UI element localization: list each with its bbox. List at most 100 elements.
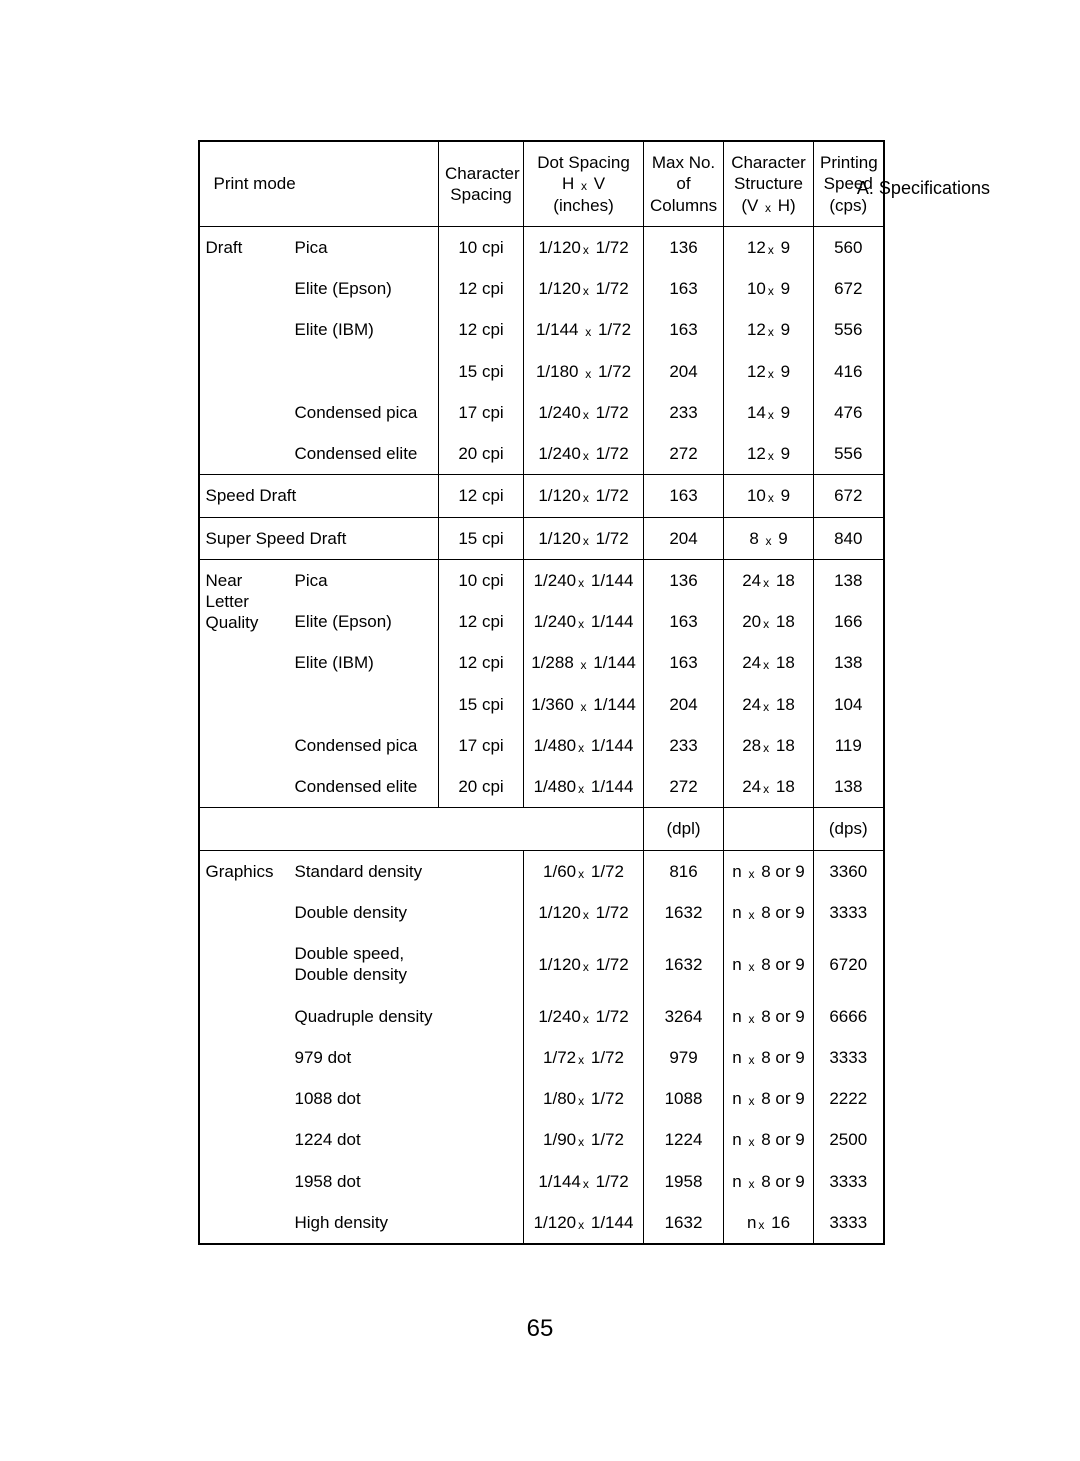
- cell-dots: 1/240x 1/72: [524, 392, 644, 433]
- units-dpl: (dpl): [644, 808, 724, 850]
- cell-sub: Pica: [289, 559, 439, 601]
- cell-sub: Elite (Epson): [289, 601, 439, 642]
- cell-dots: 1/120x 1/72: [524, 475, 644, 517]
- cell-cols: 204: [644, 351, 724, 392]
- th-dot-spacing: Dot Spacing H x V (inches): [524, 141, 644, 226]
- cell-dots: 1/80x 1/72: [524, 1078, 644, 1119]
- struct-x: x: [747, 1135, 757, 1149]
- cell-sub: High density: [289, 1202, 524, 1244]
- dot-h: 1/72: [543, 1048, 576, 1067]
- cell-sub: Standard density: [289, 850, 524, 892]
- row-nlq-3: 15 cpi 1/360 x 1/144 204 24x 18 104: [199, 684, 884, 725]
- cell-speed: 3333: [814, 1202, 884, 1244]
- struct-v: n: [732, 1172, 741, 1191]
- struct-v: 24: [742, 653, 761, 672]
- row-nlq-2: Elite (IBM) 12 cpi 1/288 x 1/144 163 24x…: [199, 642, 884, 683]
- dot-x: x: [576, 1053, 586, 1067]
- cell-dots: 1/120x 1/72: [524, 933, 644, 996]
- cell-dots: 1/240x 1/144: [524, 559, 644, 601]
- dot-v: 1/72: [591, 1089, 624, 1108]
- dot-v: 1/72: [596, 1007, 629, 1026]
- cell-speed: 138: [814, 559, 884, 601]
- struct-v: 12: [747, 320, 766, 339]
- cell-struct: 12x 9: [724, 351, 814, 392]
- dot-v: 1/144: [593, 653, 636, 672]
- th-max-cols: Max No. of Columns: [644, 141, 724, 226]
- dot-v: 1/72: [596, 444, 629, 463]
- cell-cols: 816: [644, 850, 724, 892]
- cell-sub: Double speed, Double density: [289, 933, 524, 996]
- cell-cpi: 15 cpi: [439, 517, 524, 559]
- nlq-l1: Near: [206, 571, 243, 590]
- cell-sub: Pica: [289, 226, 439, 268]
- row-gfx-4: 979 dot 1/72x 1/72 979 n x 8 or 9 3333: [199, 1037, 884, 1078]
- struct-h: 8 or 9: [761, 1172, 804, 1191]
- mode-graphics: Graphics: [199, 850, 289, 1244]
- cell-struct: n x 8 or 9: [724, 996, 814, 1037]
- cell-sub: Condensed pica: [289, 392, 439, 433]
- struct-v: 20: [742, 612, 761, 631]
- cell-speed: 6720: [814, 933, 884, 996]
- cell-cpi: 17 cpi: [439, 725, 524, 766]
- struct-v: 14: [747, 403, 766, 422]
- dot-x: x: [581, 1177, 591, 1191]
- nlq-l2: Letter: [206, 592, 249, 611]
- dot-v: 1/72: [596, 1172, 629, 1191]
- cell-speed: 104: [814, 684, 884, 725]
- struct-h: 18: [776, 571, 795, 590]
- dot-h: 1/240: [534, 571, 577, 590]
- dot-x: x: [581, 449, 591, 463]
- struct-h: 8 or 9: [761, 862, 804, 881]
- cell-struct: 10x 9: [724, 475, 814, 517]
- cell-sub: Double density: [289, 892, 524, 933]
- mode-draft: Draft: [199, 226, 289, 475]
- cell-speed: 672: [814, 268, 884, 309]
- spec-table-wrap: Print mode Character Spacing Dot Spacing…: [198, 140, 883, 1245]
- spec-table: Print mode Character Spacing Dot Spacing…: [198, 140, 885, 1245]
- struct-x: x: [764, 534, 774, 548]
- cell-struct: 12x 9: [724, 309, 814, 350]
- struct-x: x: [766, 325, 776, 339]
- struct-x: x: [766, 449, 776, 463]
- struct-x: x: [761, 700, 771, 714]
- cell-speed: 556: [814, 309, 884, 350]
- struct-x: x: [747, 1053, 757, 1067]
- row-draft-5: Condensed elite 20 cpi 1/240x 1/72 272 1…: [199, 433, 884, 475]
- dot-v: 1/144: [591, 1213, 634, 1232]
- dot-v: 1/72: [591, 1130, 624, 1149]
- nlq-l3: Quality: [206, 613, 259, 632]
- dot-x: x: [581, 1012, 591, 1026]
- cell-cols: 979: [644, 1037, 724, 1078]
- row-gfx-7: 1958 dot 1/144x 1/72 1958 n x 8 or 9 333…: [199, 1161, 884, 1202]
- struct-x: x: [761, 617, 771, 631]
- struct-x: x: [747, 1012, 757, 1026]
- struct-h: 9: [781, 362, 790, 381]
- struct-x: x: [761, 576, 771, 590]
- cell-speed: 416: [814, 351, 884, 392]
- cell-speed: 2222: [814, 1078, 884, 1119]
- cell-struct: 24x 18: [724, 642, 814, 683]
- row-gfx-3: Quadruple density 1/240x 1/72 3264 n x 8…: [199, 996, 884, 1037]
- struct-v: 12: [747, 444, 766, 463]
- struct-h: 8 or 9: [761, 1007, 804, 1026]
- struct-h: 8 or 9: [761, 955, 804, 974]
- struct-x: x: [761, 741, 771, 755]
- cell-cpi: 12 cpi: [439, 601, 524, 642]
- cell-sub: 1224 dot: [289, 1119, 524, 1160]
- dot-h: 1/144: [536, 320, 579, 339]
- th-dot-spacing-h: H: [562, 174, 579, 193]
- cell-struct: n x 8 or 9: [724, 1078, 814, 1119]
- dot-x: x: [576, 576, 586, 590]
- struct-h: 9: [781, 320, 790, 339]
- struct-x: x: [747, 908, 757, 922]
- cell-sub: Condensed elite: [289, 433, 439, 475]
- row-speed-draft: Speed Draft 12 cpi 1/120x 1/72 163 10x 9…: [199, 475, 884, 517]
- cell-cpi: 20 cpi: [439, 766, 524, 808]
- cell-cols: 136: [644, 559, 724, 601]
- cell-speed: 3360: [814, 850, 884, 892]
- cell-struct: n x 8 or 9: [724, 933, 814, 996]
- dot-x: x: [576, 1094, 586, 1108]
- cell-speed: 3333: [814, 1161, 884, 1202]
- dot-v: 1/72: [596, 486, 629, 505]
- cell-cpi: 12 cpi: [439, 642, 524, 683]
